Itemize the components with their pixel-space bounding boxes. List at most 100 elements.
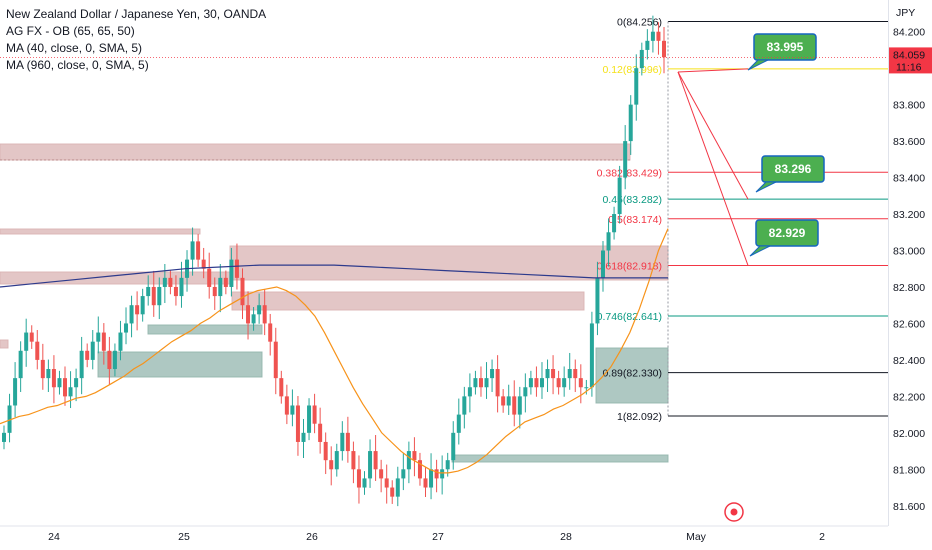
- candle-body[interactable]: [207, 268, 212, 287]
- candle-body[interactable]: [373, 451, 378, 470]
- candle-body[interactable]: [573, 369, 578, 379]
- candle-body[interactable]: [539, 378, 544, 388]
- ma40-line[interactable]: [0, 228, 669, 474]
- candle-body[interactable]: [600, 250, 605, 278]
- candle-body[interactable]: [318, 423, 323, 442]
- candle-body[interactable]: [251, 314, 256, 324]
- candle-body[interactable]: [406, 451, 411, 470]
- candle-body[interactable]: [40, 359, 45, 379]
- candle-body[interactable]: [501, 396, 506, 406]
- candle-body[interactable]: [268, 323, 273, 342]
- order-block[interactable]: [0, 271, 231, 285]
- candle-body[interactable]: [273, 341, 278, 379]
- candle-body[interactable]: [484, 378, 489, 388]
- candle-body[interactable]: [312, 405, 317, 424]
- candle-body[interactable]: [384, 478, 389, 488]
- candle-body[interactable]: [234, 259, 239, 278]
- candle-body[interactable]: [556, 378, 561, 388]
- candle-body[interactable]: [46, 369, 51, 379]
- candle-body[interactable]: [135, 305, 140, 315]
- candle-body[interactable]: [523, 387, 528, 397]
- order-block[interactable]: [0, 228, 201, 235]
- candle-body[interactable]: [51, 369, 56, 388]
- candle-body[interactable]: [334, 451, 339, 470]
- candle-body[interactable]: [190, 241, 195, 260]
- candle-body[interactable]: [162, 277, 167, 287]
- candle-body[interactable]: [223, 277, 228, 287]
- ma960-line[interactable]: [0, 264, 668, 288]
- candle-body[interactable]: [362, 478, 367, 488]
- candle-body[interactable]: [96, 332, 101, 342]
- candle-body[interactable]: [589, 323, 594, 388]
- candle-body[interactable]: [74, 378, 79, 388]
- candle-body[interactable]: [168, 277, 173, 287]
- candle-body[interactable]: [68, 387, 73, 397]
- candle-body[interactable]: [379, 469, 384, 479]
- candle-body[interactable]: [290, 405, 295, 415]
- candle-body[interactable]: [79, 350, 84, 379]
- candle-body[interactable]: [551, 369, 556, 379]
- projection-arrow[interactable]: [677, 68, 749, 73]
- candle-body[interactable]: [528, 378, 533, 388]
- candle-body[interactable]: [90, 341, 95, 360]
- candle-body[interactable]: [218, 277, 223, 297]
- indicator-ma40[interactable]: MA (40, close, 0, SMA, 5): [6, 41, 143, 55]
- candle-body[interactable]: [24, 332, 29, 351]
- order-block[interactable]: [147, 324, 263, 335]
- candle-body[interactable]: [35, 341, 40, 360]
- candle-body[interactable]: [340, 432, 345, 452]
- candle-body[interactable]: [395, 478, 400, 497]
- candle-body[interactable]: [179, 277, 184, 297]
- candle-body[interactable]: [279, 378, 284, 397]
- candle-body[interactable]: [617, 177, 622, 215]
- candle-body[interactable]: [606, 232, 611, 251]
- candle-body[interactable]: [656, 31, 661, 41]
- candle-body[interactable]: [562, 378, 567, 388]
- candle-body[interactable]: [429, 469, 434, 488]
- candle-body[interactable]: [29, 332, 34, 342]
- record-icon[interactable]: [724, 502, 744, 522]
- symbol-title[interactable]: New Zealand Dollar / Japanese Yen, 30, O…: [6, 7, 267, 21]
- candle-body[interactable]: [246, 305, 251, 324]
- candle-body[interactable]: [151, 286, 156, 306]
- candle-body[interactable]: [112, 350, 117, 370]
- candle-body[interactable]: [63, 378, 68, 397]
- candle-body[interactable]: [567, 369, 572, 379]
- candle-body[interactable]: [13, 378, 18, 406]
- candle-body[interactable]: [262, 305, 267, 324]
- order-block[interactable]: [231, 291, 585, 311]
- candle-body[interactable]: [467, 387, 472, 397]
- indicator-ob[interactable]: AG FX - OB (65, 65, 50): [6, 24, 135, 38]
- candle-body[interactable]: [451, 432, 456, 461]
- order-block[interactable]: [97, 351, 263, 378]
- order-block[interactable]: [229, 245, 669, 281]
- candle-body[interactable]: [412, 451, 417, 461]
- target-callout[interactable]: 83.995: [747, 33, 817, 71]
- projection-arrow[interactable]: [677, 71, 749, 200]
- candle-body[interactable]: [462, 396, 467, 415]
- candle-body[interactable]: [517, 396, 522, 415]
- candle-body[interactable]: [595, 277, 600, 324]
- candle-body[interactable]: [368, 451, 373, 479]
- candle-body[interactable]: [57, 378, 62, 388]
- candle-body[interactable]: [612, 214, 617, 233]
- last-price-badge[interactable]: [889, 47, 932, 74]
- candle-body[interactable]: [628, 104, 633, 142]
- indicator-ma960[interactable]: MA (960, close, 0, SMA, 5): [6, 58, 149, 72]
- candle-body[interactable]: [478, 378, 483, 388]
- candle-body[interactable]: [423, 478, 428, 488]
- projection-arrow[interactable]: [677, 71, 749, 266]
- candle-body[interactable]: [534, 378, 539, 388]
- candle-body[interactable]: [173, 286, 178, 297]
- candle-body[interactable]: [456, 414, 461, 433]
- candle-body[interactable]: [323, 441, 328, 461]
- candle-body[interactable]: [662, 40, 666, 58]
- candle-body[interactable]: [356, 469, 361, 488]
- candle-body[interactable]: [434, 469, 439, 479]
- candle-body[interactable]: [118, 332, 123, 351]
- candle-body[interactable]: [401, 469, 406, 479]
- candle-body[interactable]: [101, 332, 106, 351]
- candle-body[interactable]: [623, 141, 628, 178]
- candle-body[interactable]: [584, 387, 589, 389]
- candle-body[interactable]: [545, 369, 550, 379]
